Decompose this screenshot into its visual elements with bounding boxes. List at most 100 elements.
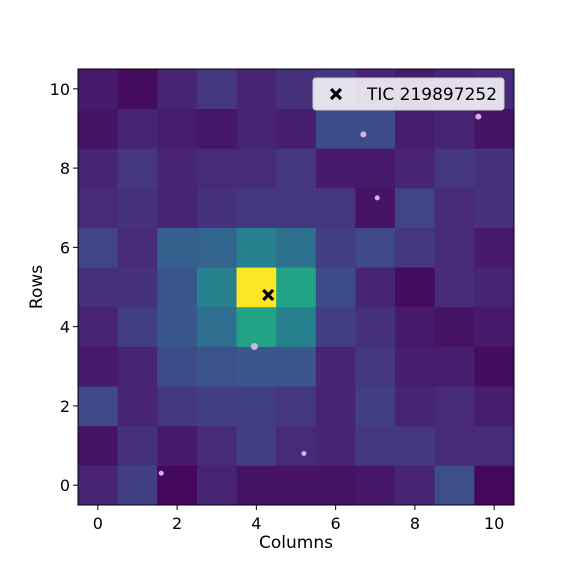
heatmap-cell	[157, 187, 198, 228]
heatmap-cell	[117, 227, 158, 268]
heatmap-cell	[157, 425, 198, 466]
heatmap-cell	[315, 187, 356, 228]
heatmap-cell	[355, 108, 396, 149]
x-tick-label: 10	[484, 514, 504, 533]
heatmap-cell	[315, 108, 356, 149]
heatmap-cell	[355, 425, 396, 466]
heatmap-cell	[236, 187, 277, 228]
heatmap-cell	[395, 425, 436, 466]
heatmap-cell	[157, 306, 198, 347]
heatmap-cell	[474, 227, 515, 268]
x-tick-label: 4	[251, 514, 261, 533]
heatmap-cell	[395, 187, 436, 228]
heatmap-cell	[157, 346, 198, 387]
x-axis-ticks: 0 2 4 6 8 10	[93, 505, 504, 533]
y-tick-label: 10	[50, 80, 70, 99]
heatmap-cell	[78, 346, 119, 387]
heatmap-cell	[395, 346, 436, 387]
heatmap-cell	[157, 69, 198, 110]
y-tick-label: 2	[60, 397, 70, 416]
heatmap-cell	[196, 227, 237, 268]
heatmap-cell	[117, 386, 158, 427]
y-axis-ticks: 0 2 4 6 8 10	[50, 80, 78, 495]
x-tick-label: 6	[331, 514, 341, 533]
heatmap-cell	[355, 227, 396, 268]
heatmap-cell	[355, 187, 396, 228]
heatmap-cell	[117, 187, 158, 228]
heatmap-cell	[276, 108, 317, 149]
heatmap-cell	[474, 386, 515, 427]
y-axis-label: Rows	[27, 265, 47, 309]
heatmap-cell	[117, 148, 158, 189]
heatmap-cell	[315, 306, 356, 347]
heatmap-cell	[276, 148, 317, 189]
heatmap-cell	[355, 386, 396, 427]
heatmap-cell	[78, 465, 119, 506]
heatmap-cell	[196, 267, 237, 308]
field-star-marker	[250, 342, 258, 350]
heatmap-cell	[276, 69, 317, 110]
heatmap-cell	[355, 346, 396, 387]
heatmap-cell	[315, 425, 356, 466]
heatmap-cell	[78, 69, 119, 110]
heatmap-cell	[117, 425, 158, 466]
heatmap-cell	[355, 306, 396, 347]
heatmap-cell	[157, 148, 198, 189]
heatmap-cell	[196, 425, 237, 466]
heatmap-cell	[78, 187, 119, 228]
heatmap-cell	[434, 306, 475, 347]
heatmap-cell	[395, 108, 436, 149]
heatmap-cell	[276, 465, 317, 506]
heatmap-cell	[474, 346, 515, 387]
heatmap-cell	[434, 386, 475, 427]
target-marker	[262, 288, 275, 301]
heatmap-cell	[434, 267, 475, 308]
heatmap-cell	[434, 108, 475, 149]
heatmap-cell	[78, 108, 119, 149]
heatmap-cell	[474, 267, 515, 308]
heatmap-cell	[236, 346, 277, 387]
heatmap-cell	[474, 306, 515, 347]
heatmap-cell	[196, 108, 237, 149]
field-star-marker	[475, 113, 482, 120]
heatmap-cell	[117, 108, 158, 149]
x-axis-label: Columns	[259, 533, 333, 553]
heatmap-cell	[236, 108, 277, 149]
heatmap-cell	[434, 425, 475, 466]
legend-x-icon	[329, 87, 343, 101]
heatmap-cells	[78, 69, 515, 506]
field-star-marker	[374, 195, 380, 201]
heatmap-cell	[276, 425, 317, 466]
heatmap-cell	[395, 227, 436, 268]
y-tick-label: 4	[60, 318, 70, 337]
heatmap-cell	[315, 346, 356, 387]
heatmap-cell	[434, 346, 475, 387]
legend: TIC 219897252	[312, 77, 505, 111]
heatmap-cell	[395, 465, 436, 506]
heatmap-cell	[196, 187, 237, 228]
legend-box	[312, 77, 505, 111]
heatmap-cell	[78, 267, 119, 308]
x-tick-label: 0	[93, 514, 103, 533]
heatmap-cell	[315, 465, 356, 506]
heatmap-cell	[236, 465, 277, 506]
heatmap-cell	[196, 148, 237, 189]
heatmap-cell	[236, 267, 277, 308]
heatmap-cell	[157, 227, 198, 268]
heatmap-cell	[355, 465, 396, 506]
heatmap-cell	[236, 227, 277, 268]
heatmap-cell	[434, 187, 475, 228]
x-tick-label: 8	[410, 514, 420, 533]
heatmap-cell	[117, 267, 158, 308]
heatmap-cell	[395, 306, 436, 347]
heatmap-cell	[196, 465, 237, 506]
heatmap-cell	[78, 306, 119, 347]
legend-target-marker	[329, 87, 343, 101]
heatmap-cell	[276, 386, 317, 427]
heatmap-cell	[196, 386, 237, 427]
heatmap-cell	[157, 386, 198, 427]
heatmap-cell	[315, 267, 356, 308]
heatmap-cell	[276, 306, 317, 347]
heatmap-cell	[157, 267, 198, 308]
